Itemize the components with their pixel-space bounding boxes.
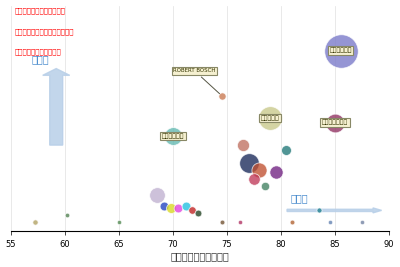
Point: [154, 193, 160, 197]
Point: [256, 168, 263, 172]
Point: [316, 208, 322, 213]
Point: [237, 219, 243, 224]
Point: [218, 219, 225, 224]
Point: [332, 120, 338, 125]
Point: [326, 219, 333, 224]
Point: [168, 206, 174, 210]
Point: [31, 219, 38, 224]
Point: [170, 134, 176, 138]
Point: [161, 204, 168, 208]
X-axis label: パテントスコア最高値: パテントスコア最高値: [171, 252, 229, 261]
Point: [175, 206, 182, 210]
Point: [240, 143, 246, 147]
FancyArrow shape: [287, 208, 382, 213]
Point: [183, 204, 189, 208]
Text: 横軸（最高値）：個別力: 横軸（最高値）：個別力: [14, 48, 61, 55]
Text: トヨタ自動車: トヨタ自動車: [329, 48, 352, 53]
Point: [251, 177, 257, 181]
Point: [283, 147, 290, 152]
Point: [337, 48, 344, 53]
Point: [359, 219, 365, 224]
Text: 円の大きさ：有効特許件数: 円の大きさ：有効特許件数: [14, 8, 66, 14]
Point: [272, 170, 279, 174]
Point: [64, 213, 70, 217]
Point: [195, 210, 201, 215]
Point: [246, 161, 252, 165]
Point: [262, 183, 268, 188]
Point: [116, 219, 122, 224]
FancyArrow shape: [43, 69, 70, 145]
Text: 総合力: 総合力: [32, 54, 49, 64]
Point: [267, 116, 274, 120]
Text: 日産自動車: 日産自動車: [261, 115, 280, 121]
Text: 個別力: 個別力: [291, 194, 308, 204]
Text: 縦軸（権利者スコア）：総合力: 縦軸（権利者スコア）：総合力: [14, 28, 74, 35]
Text: ROBERT BOSCH: ROBERT BOSCH: [173, 68, 220, 94]
Text: アドヴィックス: アドヴィックス: [322, 120, 348, 125]
Text: 本田技研工業: 本田技研工業: [162, 133, 184, 139]
Point: [189, 208, 196, 213]
Point: [218, 93, 225, 98]
Point: [289, 219, 295, 224]
